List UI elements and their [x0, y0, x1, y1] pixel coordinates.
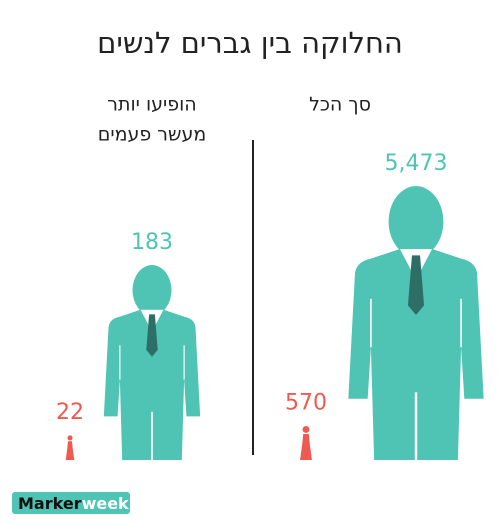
figure [300, 425, 312, 460]
logo-box [12, 492, 130, 514]
tie [407, 255, 425, 316]
logo-suffix: week [82, 494, 129, 513]
body [300, 433, 312, 460]
head [132, 265, 172, 316]
value-label: 22 [56, 400, 84, 425]
figure [65, 435, 75, 460]
body [65, 441, 75, 460]
panel-title: הופיעו יותר [107, 94, 196, 116]
chart-title: החלוקה בין גברים לנשים [97, 26, 403, 60]
logo-brand: Marker [18, 494, 82, 513]
value-label: 570 [285, 390, 327, 415]
value-label: 183 [131, 230, 173, 255]
panel-title: מעשר פעמים [98, 124, 207, 146]
value-label: 5,473 [385, 151, 448, 176]
panel-title: סך הכל [309, 94, 371, 116]
figure [103, 265, 201, 461]
head [388, 186, 444, 258]
body [348, 248, 484, 460]
tie [146, 314, 158, 357]
logo: Markerweek [12, 492, 130, 514]
logo-text: Markerweek [18, 494, 129, 513]
body [103, 309, 201, 460]
head [67, 435, 73, 441]
head [302, 425, 310, 433]
figure [348, 186, 484, 461]
